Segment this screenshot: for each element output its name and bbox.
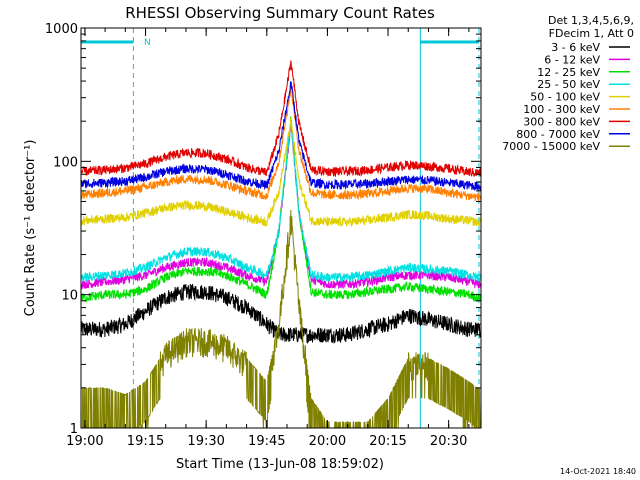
- night-markers: [81, 28, 480, 428]
- legend-label: 3 - 6 keV: [551, 41, 600, 54]
- legend-label: 50 - 100 keV: [530, 91, 600, 104]
- y-axis-label: Count Rate (s⁻¹ detector⁻¹): [23, 140, 38, 317]
- y-tick-label: 100: [53, 155, 78, 170]
- legend-label: 300 - 800 keV: [523, 115, 600, 128]
- chart-title: RHESSI Observing Summary Count Rates: [125, 4, 435, 22]
- legend-label: 7000 - 15000 keV: [502, 140, 600, 153]
- legend-label: 800 - 7000 keV: [516, 128, 600, 141]
- series-line: [81, 81, 481, 191]
- legend-label: 25 - 50 keV: [537, 78, 600, 91]
- x-axis-label: Start Time (13-Jun-08 18:59:02): [176, 457, 384, 472]
- legend-label: 100 - 300 keV: [523, 103, 600, 116]
- series-group: [81, 60, 481, 428]
- series-line: [81, 122, 481, 283]
- legend-label: 12 - 25 keV: [537, 66, 600, 79]
- y-tick-label: 1000: [45, 22, 78, 37]
- series-line: [81, 60, 481, 178]
- legend-label: 6 - 12 keV: [544, 53, 600, 66]
- x-tick-label: 19:45: [248, 434, 285, 449]
- series-line: [81, 85, 481, 202]
- footer-date: 14-Oct-2021 18:40: [560, 467, 636, 476]
- y-tick-label: 10: [61, 289, 78, 304]
- x-tick-label: 20:15: [369, 434, 406, 449]
- y-axis: 1 10 100 1000: [45, 22, 481, 437]
- legend-header: Det 1,3,4,5,6,9,: [548, 14, 634, 27]
- series-line: [81, 210, 481, 428]
- x-tick-label: 19:30: [187, 434, 224, 449]
- y-tick-label: 1: [70, 422, 78, 437]
- series-line: [81, 283, 481, 344]
- x-tick-label: 20:30: [430, 434, 467, 449]
- legend-header: FDecim 1, Att 0: [549, 27, 634, 40]
- plot-frame: [80, 27, 482, 429]
- legend: Det 1,3,4,5,6,9,FDecim 1, Att 03 - 6 keV…: [502, 14, 634, 153]
- attenuator-marker: N: [144, 38, 151, 48]
- x-axis: 19:00 19:15 19:30 19:45 20:00 20:15 20:30: [66, 28, 470, 449]
- x-tick-label: 19:15: [127, 434, 164, 449]
- series-line: [81, 117, 481, 227]
- x-tick-label: 19:00: [66, 434, 103, 449]
- x-tick-label: 20:00: [309, 434, 346, 449]
